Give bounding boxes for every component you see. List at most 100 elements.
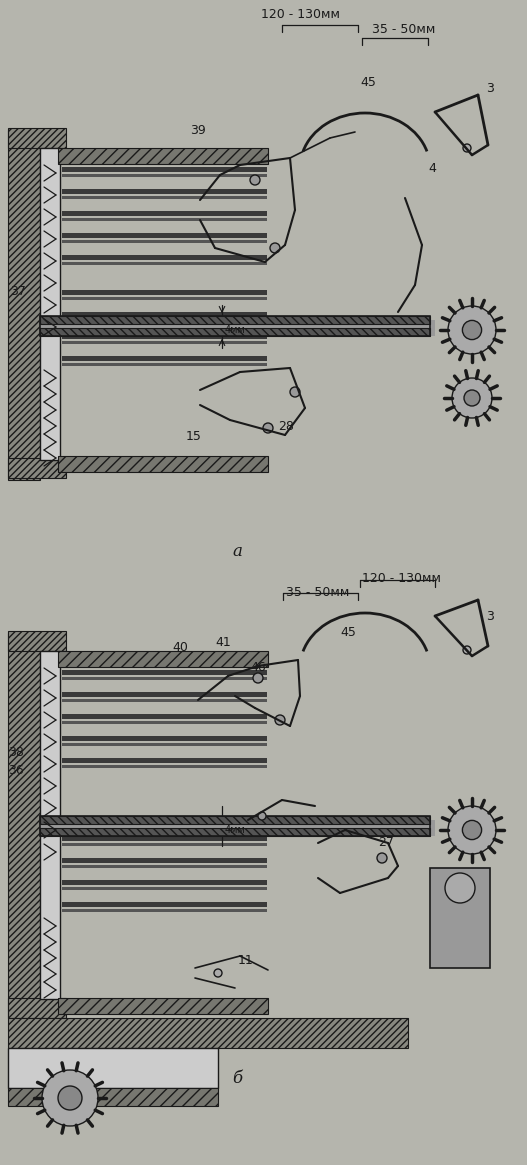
Text: 45: 45 <box>360 76 376 89</box>
Bar <box>40 828 430 836</box>
Circle shape <box>42 1069 98 1127</box>
Bar <box>62 714 267 719</box>
Text: 4мм: 4мм <box>225 325 246 336</box>
Bar <box>62 692 267 697</box>
Bar <box>62 880 267 885</box>
Circle shape <box>290 387 300 397</box>
Bar <box>62 356 267 361</box>
Bar <box>62 334 267 339</box>
Text: 45: 45 <box>340 626 356 638</box>
Bar <box>62 196 267 199</box>
Circle shape <box>462 320 482 340</box>
Bar <box>40 816 430 824</box>
Circle shape <box>377 853 387 863</box>
Text: 35 - 50мм: 35 - 50мм <box>286 586 349 599</box>
Text: 37: 37 <box>10 285 26 298</box>
Bar <box>8 458 66 478</box>
Bar <box>40 820 435 836</box>
Bar <box>62 857 267 863</box>
Circle shape <box>463 647 471 654</box>
Bar <box>62 758 267 763</box>
Text: 35 - 50мм: 35 - 50мм <box>372 23 435 36</box>
Bar <box>58 998 268 1014</box>
Text: 120 - 130мм: 120 - 130мм <box>362 572 441 585</box>
Bar <box>62 240 267 243</box>
Circle shape <box>253 673 263 683</box>
Bar <box>8 998 66 1018</box>
Circle shape <box>270 243 280 253</box>
Bar <box>40 816 430 836</box>
Text: 28: 28 <box>278 421 294 433</box>
Circle shape <box>59 1087 81 1109</box>
Bar <box>430 868 490 968</box>
Circle shape <box>463 144 471 151</box>
Bar <box>8 1088 218 1106</box>
Bar <box>62 864 267 868</box>
Bar <box>40 320 435 336</box>
Circle shape <box>250 175 260 185</box>
Bar <box>62 699 267 702</box>
Bar <box>62 255 267 260</box>
Bar <box>62 211 267 216</box>
Bar <box>62 262 267 264</box>
Circle shape <box>263 423 273 433</box>
Bar <box>62 843 267 846</box>
Bar <box>62 765 267 768</box>
Bar <box>62 836 267 841</box>
Bar <box>40 651 60 1000</box>
Bar <box>8 631 66 651</box>
Text: 3: 3 <box>486 610 494 623</box>
Bar <box>62 167 267 172</box>
Bar <box>40 316 430 336</box>
Bar <box>62 887 267 890</box>
Bar <box>62 670 267 675</box>
Bar <box>40 316 430 324</box>
Bar <box>62 721 267 723</box>
Circle shape <box>448 806 496 854</box>
Circle shape <box>258 812 266 820</box>
Bar <box>62 312 267 317</box>
Bar <box>62 297 267 301</box>
Text: 4: 4 <box>428 162 436 175</box>
Text: 15: 15 <box>186 430 202 443</box>
Bar <box>62 233 267 238</box>
Bar <box>62 363 267 366</box>
Circle shape <box>448 306 496 354</box>
Circle shape <box>58 1086 82 1110</box>
Bar <box>62 319 267 322</box>
Text: 3: 3 <box>486 82 494 96</box>
Bar <box>62 341 267 344</box>
Text: а: а <box>232 543 242 560</box>
Bar <box>58 456 268 472</box>
Circle shape <box>445 873 475 903</box>
Bar <box>62 909 267 912</box>
Bar <box>62 743 267 746</box>
Text: б: б <box>232 1069 242 1087</box>
Bar <box>62 174 267 177</box>
Circle shape <box>214 969 222 977</box>
Bar <box>62 290 267 295</box>
Bar <box>8 130 40 480</box>
Bar <box>8 633 40 1018</box>
Circle shape <box>462 820 482 840</box>
Text: 11: 11 <box>238 954 253 967</box>
Bar <box>62 677 267 680</box>
Bar <box>40 148 60 460</box>
Bar <box>8 128 66 148</box>
Circle shape <box>464 390 480 405</box>
Bar <box>62 218 267 221</box>
Text: 27: 27 <box>378 836 394 849</box>
Bar <box>62 736 267 741</box>
Bar <box>58 148 268 164</box>
Circle shape <box>275 715 285 725</box>
Text: 36: 36 <box>8 764 24 777</box>
Text: 39: 39 <box>190 123 206 137</box>
Circle shape <box>452 377 492 418</box>
Text: 46: 46 <box>250 661 266 675</box>
Text: 120 - 130мм: 120 - 130мм <box>261 8 340 21</box>
Text: 41: 41 <box>215 636 231 649</box>
Bar <box>8 1018 408 1048</box>
Text: 38: 38 <box>8 746 24 760</box>
Bar <box>58 651 268 668</box>
Text: 4мм: 4мм <box>225 825 246 835</box>
